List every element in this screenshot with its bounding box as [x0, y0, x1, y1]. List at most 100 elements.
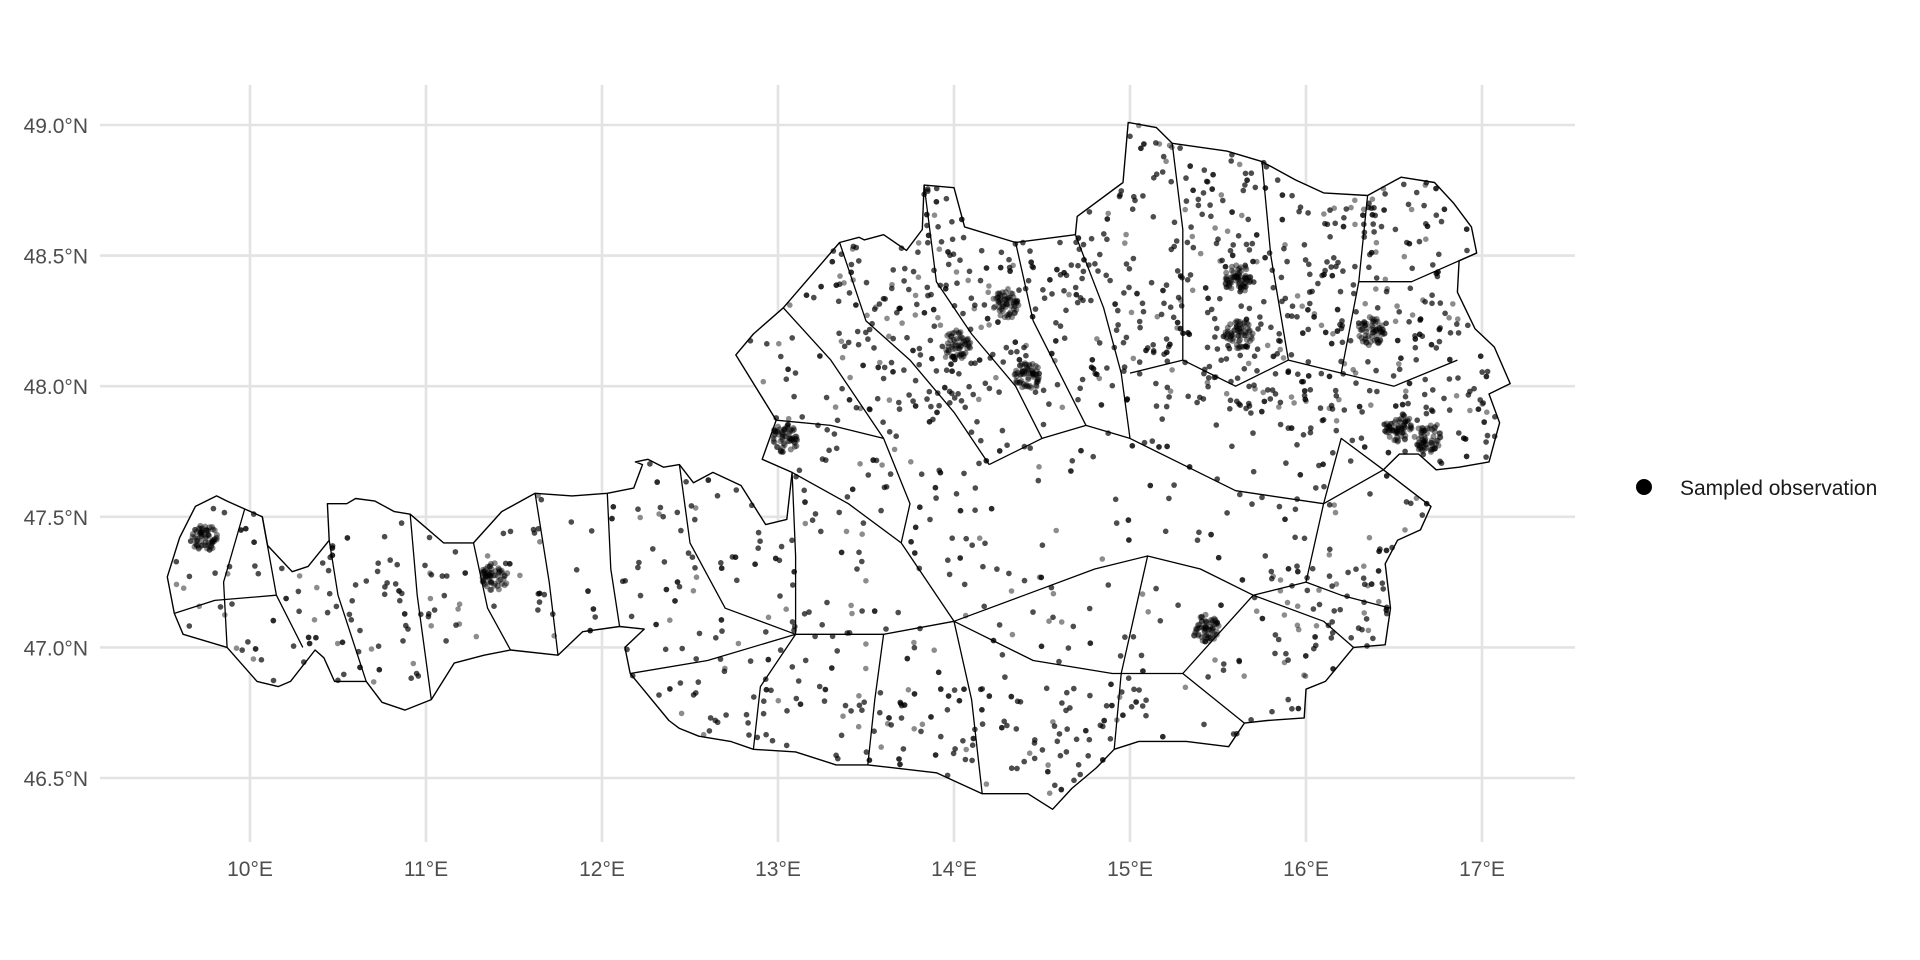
- observation-point: [1202, 366, 1208, 373]
- observation-cluster-point: [1003, 298, 1010, 305]
- observation-point: [1433, 185, 1439, 192]
- observation-point: [1236, 657, 1242, 664]
- observation-point: [1250, 468, 1257, 475]
- observation-point: [255, 570, 262, 577]
- observation-point: [1205, 295, 1211, 302]
- observation-point: [1341, 215, 1347, 221]
- observation-cluster-point: [1018, 361, 1025, 368]
- observation-point: [901, 702, 908, 708]
- observation-point: [1272, 391, 1279, 397]
- observation-point: [1147, 482, 1154, 489]
- observation-point: [1014, 765, 1020, 772]
- observation-point: [1326, 573, 1333, 579]
- observation-point: [1224, 510, 1230, 516]
- observation-point: [1029, 313, 1036, 320]
- observation-point: [986, 385, 993, 392]
- observation-point: [1225, 342, 1231, 349]
- observation-cluster-point: [788, 435, 795, 442]
- observation-point: [1174, 325, 1180, 331]
- observation-point: [1428, 341, 1435, 348]
- observation-point: [793, 695, 800, 702]
- observation-point: [1070, 623, 1077, 630]
- observation-point: [961, 470, 967, 477]
- observation-point: [1421, 427, 1428, 434]
- observation-point: [976, 396, 982, 403]
- observation-point: [1088, 364, 1095, 371]
- observation-point: [692, 505, 699, 511]
- observation-point: [890, 335, 896, 342]
- observation-cluster-point: [963, 337, 970, 344]
- observation-cluster-point: [1011, 298, 1018, 305]
- observation-point: [949, 368, 955, 375]
- observation-cluster-point: [1373, 326, 1380, 333]
- observation-point: [795, 678, 802, 684]
- observation-point: [1403, 388, 1409, 395]
- observation-point: [833, 282, 840, 289]
- observation-cluster-point: [1203, 624, 1210, 631]
- observation-point: [1121, 364, 1128, 370]
- observation-point: [1463, 226, 1470, 232]
- observation-point: [1341, 215, 1347, 221]
- observation-point: [834, 417, 841, 424]
- observation-point: [968, 295, 975, 302]
- observation-point: [1107, 736, 1114, 742]
- observation-point: [886, 715, 892, 721]
- observation-point: [1429, 408, 1436, 415]
- observation-point: [1263, 164, 1270, 170]
- observation-cluster-point: [1001, 292, 1008, 299]
- observation-point: [1279, 216, 1286, 223]
- observation-cluster-point: [1434, 437, 1441, 444]
- observation-point: [1364, 643, 1370, 649]
- observation-point: [1242, 170, 1249, 177]
- observation-point: [1307, 300, 1313, 307]
- observation-point: [654, 479, 660, 485]
- observation-point: [1133, 699, 1139, 705]
- observation-point: [1412, 336, 1419, 342]
- observation-point: [1014, 698, 1021, 705]
- observation-cluster-point: [1032, 362, 1039, 369]
- observation-point: [1190, 187, 1196, 194]
- observation-point: [1441, 206, 1448, 213]
- observation-cluster-point: [1199, 637, 1206, 644]
- observation-point: [1241, 366, 1248, 372]
- observation-point: [1071, 685, 1077, 692]
- observation-point: [745, 720, 751, 726]
- observation-point: [1027, 445, 1033, 451]
- observation-point: [1329, 406, 1336, 412]
- observation-cluster-point: [1361, 322, 1368, 329]
- district-boundary: [1171, 143, 1184, 361]
- observation-point: [1031, 755, 1038, 762]
- observation-point: [1029, 263, 1036, 270]
- observation-point: [221, 509, 228, 516]
- y-tick-label: 48.0°N: [24, 376, 88, 399]
- observation-point: [1428, 341, 1435, 348]
- observation-point: [901, 702, 908, 708]
- observation-point: [929, 355, 935, 362]
- observation-point: [329, 543, 336, 549]
- observation-point: [1223, 284, 1230, 291]
- observation-point: [1025, 365, 1031, 372]
- observation-cluster-point: [1020, 371, 1027, 378]
- observation-point: [376, 666, 383, 673]
- observation-point: [729, 554, 736, 560]
- observation-point: [714, 719, 721, 726]
- observation-point: [1350, 282, 1357, 288]
- observation-point: [690, 692, 697, 698]
- observation-point: [789, 537, 795, 544]
- observation-point: [258, 657, 265, 663]
- observation-point: [1243, 316, 1250, 323]
- observation-cluster-point: [771, 427, 778, 434]
- observation-point: [1112, 301, 1118, 307]
- observation-point: [1032, 306, 1039, 312]
- observation-point: [889, 285, 895, 292]
- observation-point: [790, 582, 796, 588]
- observation-point: [1180, 330, 1186, 337]
- observation-point: [1330, 666, 1336, 672]
- observation-cluster-point: [1227, 330, 1234, 337]
- observation-point: [1234, 273, 1240, 279]
- observation-point: [319, 560, 326, 566]
- observation-point: [418, 611, 424, 618]
- observation-point: [1244, 177, 1250, 183]
- observation-point: [1311, 314, 1317, 320]
- observation-point: [997, 264, 1004, 271]
